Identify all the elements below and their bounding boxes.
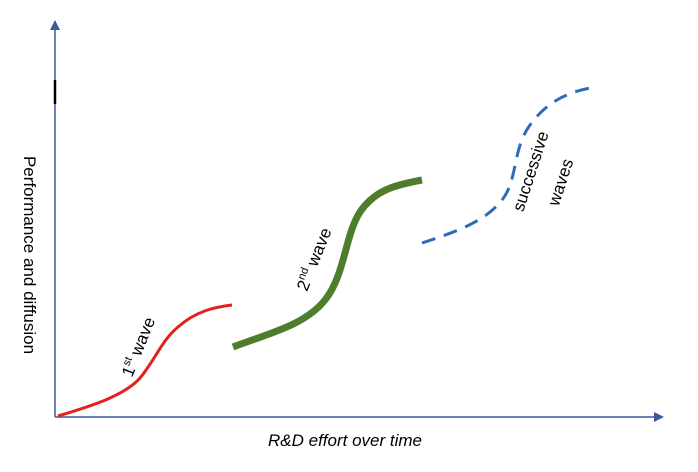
second-wave-label-word: wave xyxy=(301,225,335,273)
y-axis-label: Performance and diffusion xyxy=(20,156,39,354)
successive-waves-label-line2: waves xyxy=(544,156,577,209)
x-axis-label: R&D effort over time xyxy=(268,431,422,450)
second-wave-label: 2nd wave xyxy=(292,225,335,294)
first-wave-label: 1st wave xyxy=(117,314,159,379)
second-wave-curve xyxy=(231,176,423,351)
successive-waves-curve xyxy=(421,86,591,245)
second-wave-label-sup: nd xyxy=(296,266,312,282)
first-wave-label-sup: st xyxy=(121,355,135,367)
first-wave-curve xyxy=(57,303,233,418)
